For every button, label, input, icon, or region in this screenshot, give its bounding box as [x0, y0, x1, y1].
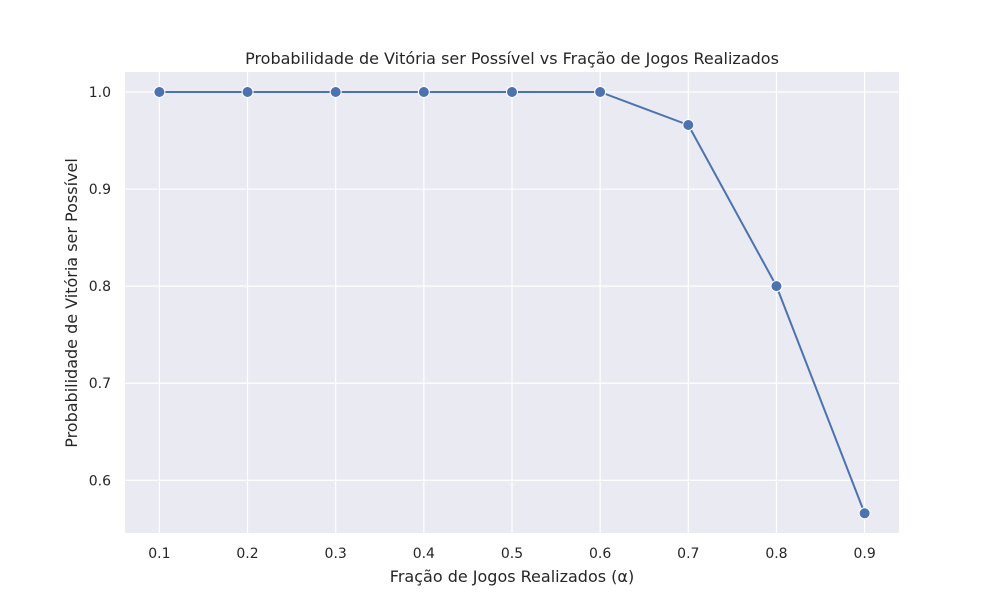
- x-tick-label: 0.2: [236, 546, 258, 562]
- x-tick-label: 0.5: [501, 546, 523, 562]
- x-axis-label: Fração de Jogos Realizados (α): [390, 567, 634, 586]
- data-point: [858, 507, 871, 520]
- x-tick-label: 0.7: [677, 546, 699, 562]
- y-tick-label: 0.8: [89, 279, 111, 295]
- x-tick-label: 0.9: [853, 546, 875, 562]
- data-point: [417, 85, 430, 98]
- x-tick-labels: 0.1 0.2 0.3 0.4 0.5 0.6 0.7 0.8 0.9: [148, 546, 876, 562]
- y-tick-label: 0.9: [89, 182, 111, 198]
- y-tick-labels: 0.6 0.7 0.8 0.9 1.0: [89, 85, 111, 489]
- grid: [125, 72, 899, 533]
- chart-title: Probabilidade de Vitória ser Possível vs…: [245, 49, 779, 68]
- data-point: [770, 280, 783, 293]
- x-tick-label: 0.4: [413, 546, 435, 562]
- y-tick-label: 0.6: [89, 473, 111, 489]
- series: [153, 85, 871, 520]
- data-point: [594, 85, 607, 98]
- x-tick-label: 0.8: [765, 546, 787, 562]
- x-tick-label: 0.6: [589, 546, 611, 562]
- data-point: [682, 119, 695, 132]
- data-point: [329, 85, 342, 98]
- x-tick-label: 0.3: [325, 546, 347, 562]
- data-point: [153, 85, 166, 98]
- data-point: [506, 85, 518, 98]
- y-tick-label: 0.7: [89, 376, 111, 392]
- y-axis-label: Probabilidade de Vitória ser Possível: [62, 158, 81, 448]
- x-tick-label: 0.1: [148, 546, 170, 562]
- y-tick-label: 1.0: [89, 85, 111, 101]
- data-point: [241, 85, 254, 98]
